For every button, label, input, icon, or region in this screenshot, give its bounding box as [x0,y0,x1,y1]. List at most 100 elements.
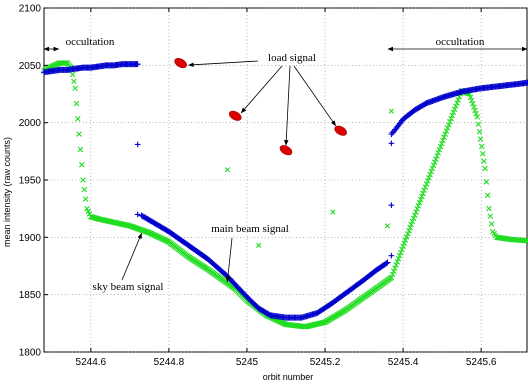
load-arrow [188,60,259,67]
data-point [134,211,141,218]
data-point [78,161,85,168]
data-point [429,165,436,172]
data-point [419,193,425,200]
data-point [330,209,336,215]
data-point [440,137,446,144]
data-point [402,237,409,243]
data-point [384,259,391,266]
data-point [431,159,438,165]
data-point [399,246,405,253]
load-signal-point [279,145,293,156]
data-point [427,171,433,178]
y-axis-label: mean intensity (raw counts) [2,137,12,247]
data-point [525,237,528,244]
data-point [69,71,76,78]
data-point [428,168,434,175]
data-point [80,177,86,183]
data-point [443,128,450,134]
load-signal-point [174,57,187,69]
x-tick-label: 5244.6 [76,357,107,368]
data-point [450,109,457,116]
data-point [81,186,88,193]
data-point [424,178,431,184]
data-point [401,240,408,246]
data-point [406,227,412,234]
data-point [407,224,413,231]
data-point [454,100,460,106]
y-tick-label: 2050 [19,61,42,72]
data-point [525,79,528,86]
data-point [481,158,487,164]
y-tick-label: 1950 [19,176,42,187]
data-point [435,150,442,156]
data-point [433,156,439,162]
data-point [76,131,82,137]
data-point [388,274,395,281]
data-point [470,101,476,107]
data-point [62,60,68,66]
data-point [396,252,403,259]
data-point [467,94,474,101]
plot-area [41,57,528,330]
data-point [423,181,430,187]
grid [43,7,528,353]
data-point [430,162,437,169]
data-point [471,104,477,110]
data-point [75,116,81,122]
data-point [397,249,404,256]
x-tick-label: 5245.6 [466,357,497,368]
data-point [384,223,391,229]
data-point [437,143,444,150]
data-point [82,196,89,202]
data-point [453,103,459,109]
data-point [388,252,395,259]
data-point [475,121,482,128]
data-point [436,146,443,153]
data-point [478,143,485,150]
data-point [447,118,453,125]
annotations: occultation occultation load signal main be… [43,36,528,293]
data-point [134,141,141,148]
x-tick-label: 5245.4 [388,357,419,368]
main-beam-arrow [225,237,233,283]
data-point [484,192,491,199]
y-tick-label: 1800 [19,348,42,359]
data-point [483,179,490,185]
data-point [71,78,77,85]
data-point [409,218,416,225]
data-point [455,97,461,103]
data-point [444,125,451,131]
x-tick-label: 5245 [236,357,259,368]
data-point [473,110,479,117]
y-tick-label: 1900 [19,233,42,244]
data-point [422,184,429,190]
annotation-label: occultation [436,36,485,48]
data-point [393,262,399,268]
data-point [389,271,396,278]
data-point [449,112,456,119]
data-point [413,209,419,215]
data-point [524,237,528,244]
data-point [488,221,495,227]
y-tick-label: 2000 [19,118,42,129]
ticks: 5244.6 5244.8 5245 5245.2 5245.4 5245.6 1800 18… [19,4,497,369]
annotation-label: occultation [66,36,115,48]
load-signal-point [228,110,242,121]
x-tick-label: 5245.2 [310,357,341,368]
load-arrow [284,65,291,146]
data-point [73,100,80,107]
data-point [256,242,262,248]
data-point [472,107,478,114]
load-arrow [293,65,336,127]
sky-beam-arrow [121,232,142,281]
data-point [415,203,422,209]
data-point [438,140,445,147]
annotation-label: load signal [268,52,316,64]
load-signal-point [334,125,347,136]
data-point [480,151,486,157]
annotation-label: sky beam signal [93,281,164,293]
data-point [445,122,452,128]
data-point [441,134,447,141]
data-point [412,212,418,218]
